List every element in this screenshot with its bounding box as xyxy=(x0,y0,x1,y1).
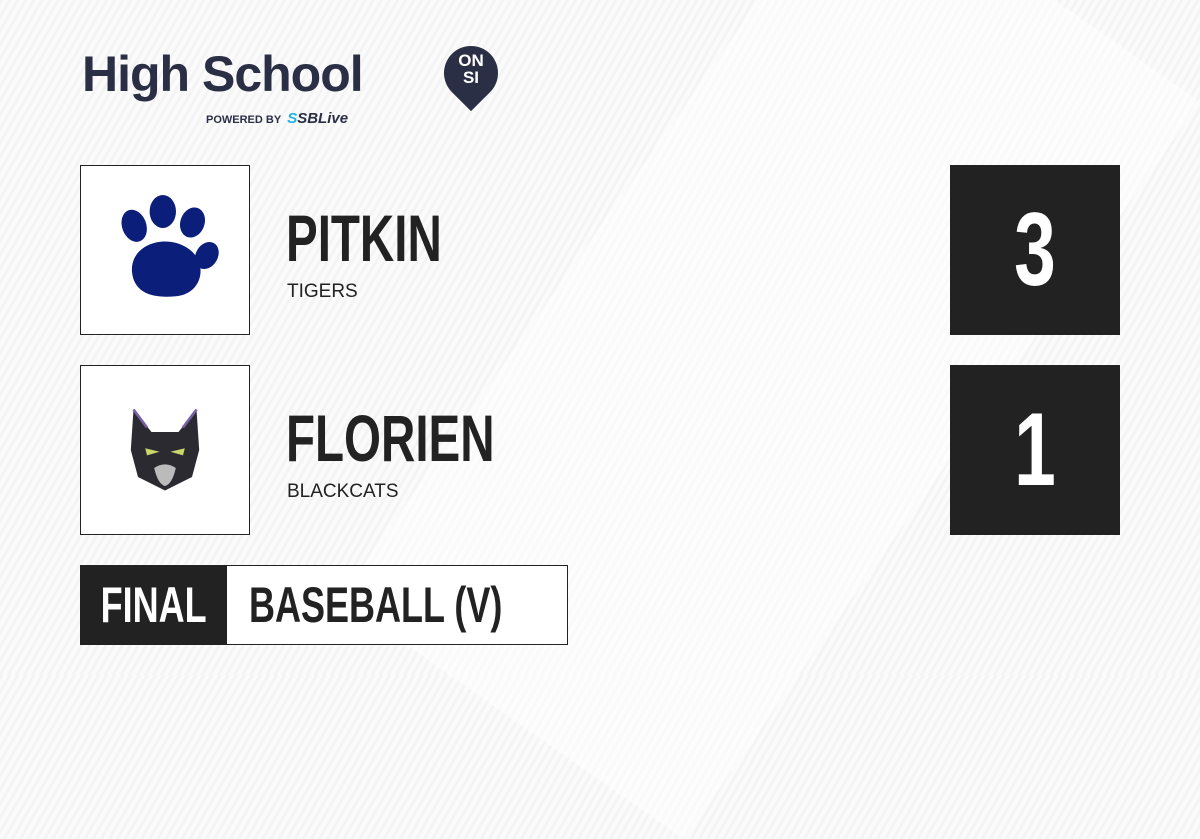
paw-print-icon xyxy=(121,195,219,297)
team-name: PITKIN xyxy=(286,201,442,275)
powered-by-label: POWERED BY xyxy=(206,114,282,126)
sblive-logo: SSBLive xyxy=(287,110,348,127)
team-mascot: BLACKCATS xyxy=(287,481,399,502)
badge-top: ON xyxy=(458,51,484,70)
logo-title: High School xyxy=(82,46,364,102)
badge-bottom: SI xyxy=(462,68,480,87)
sport-label: BASEBALL (V) xyxy=(227,566,567,644)
team-score: 1 xyxy=(950,365,1120,535)
team-name: FLORIEN xyxy=(286,401,495,475)
powered-by: POWERED BY SSBLive xyxy=(206,110,348,127)
team-mascot: TIGERS xyxy=(287,281,358,302)
pitkin-logo xyxy=(80,165,250,335)
score-value: 3 xyxy=(1014,191,1056,308)
sport-text: BASEBALL (V) xyxy=(249,577,503,633)
sblive-s: S xyxy=(287,110,298,127)
team-score: 3 xyxy=(950,165,1120,335)
status-text: FINAL xyxy=(101,577,208,633)
game-status-bar: FINAL BASEBALL (V) xyxy=(80,565,568,645)
final-badge: FINAL xyxy=(81,566,227,644)
blackcat-icon xyxy=(130,408,200,491)
score-value: 1 xyxy=(1014,391,1056,508)
high-school-on-si-logo: High School ON SI POWERED BY SSBLive xyxy=(82,34,510,127)
sblive-text: SBLive xyxy=(297,110,349,127)
florien-logo xyxy=(80,365,250,535)
